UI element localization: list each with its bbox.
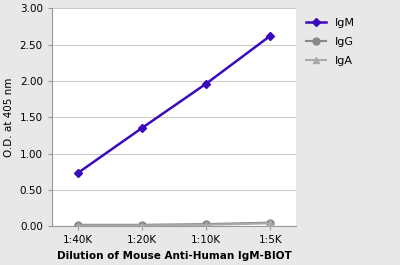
IgM [140, 126, 144, 130]
Line: IgG: IgG [74, 219, 274, 228]
IgA [140, 224, 144, 227]
X-axis label: Dilution of Mouse Anti-Human IgM-BIOT: Dilution of Mouse Anti-Human IgM-BIOT [56, 251, 291, 261]
IgM [75, 172, 80, 175]
Legend: IgM, IgG, IgA: IgM, IgG, IgA [306, 18, 355, 66]
IgG [268, 221, 273, 224]
IgG [140, 223, 144, 226]
IgM [204, 82, 208, 85]
IgA [204, 223, 208, 226]
IgM [268, 34, 273, 37]
IgA [75, 224, 80, 227]
Y-axis label: O.D. at 405 nm: O.D. at 405 nm [4, 78, 14, 157]
Line: IgM: IgM [74, 33, 274, 176]
IgG [75, 223, 80, 226]
IgG [204, 223, 208, 226]
IgA [268, 222, 273, 225]
Line: IgA: IgA [74, 220, 274, 229]
